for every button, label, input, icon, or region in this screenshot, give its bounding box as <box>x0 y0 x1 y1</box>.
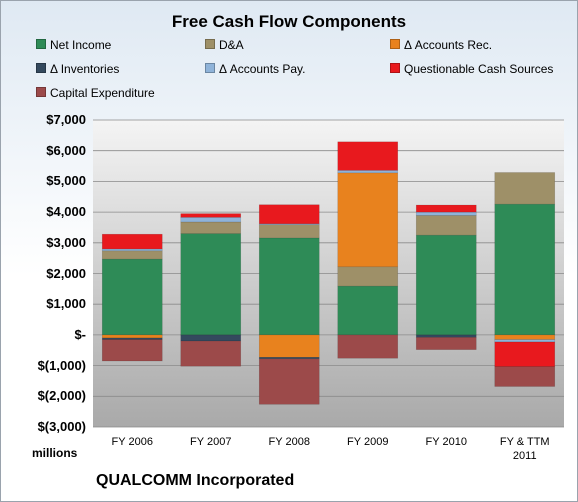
bar-segment <box>258 204 320 225</box>
x-tick-label: FY 2010 <box>425 436 467 448</box>
bar-segment <box>337 334 399 359</box>
bar-segment <box>337 266 399 287</box>
bar-segment <box>180 217 242 223</box>
bar-segment <box>258 223 320 225</box>
bar-segment <box>258 237 320 336</box>
legend-label: D&A <box>219 38 244 52</box>
x-tick-label: FY 2006 <box>111 436 153 448</box>
bar-segment <box>494 341 556 367</box>
bar-segment <box>415 215 477 236</box>
bar-segment <box>258 334 320 358</box>
bar-segment <box>337 285 399 336</box>
legend-label: Δ Inventories <box>50 62 120 76</box>
x-tick-label: FY 2009 <box>347 436 389 448</box>
y-tick-label: $6,000 <box>46 142 86 158</box>
x-tick-label: FY 2008 <box>268 436 310 448</box>
y-tick-label: $(3,000) <box>37 419 86 434</box>
legend-swatch <box>36 39 46 49</box>
y-tick-label: $7,000 <box>46 112 86 127</box>
bar-segment <box>101 334 163 339</box>
bar-segment <box>415 334 477 338</box>
legend-item: Questionable Cash Sources <box>390 62 553 76</box>
bar-segment <box>337 172 399 268</box>
y-tick-label: $2,000 <box>46 265 86 281</box>
bar-segment <box>180 213 242 218</box>
legend-swatch <box>205 63 215 73</box>
bar-segment <box>494 172 556 205</box>
legend-label: Δ Accounts Pay. <box>219 62 306 76</box>
bar-segment <box>415 234 477 336</box>
legend-swatch <box>390 39 400 49</box>
legend-swatch <box>205 39 215 49</box>
legend-swatch <box>390 63 400 73</box>
y-tick-label: $4,000 <box>46 204 86 220</box>
chart-title: Free Cash Flow Components <box>171 12 407 31</box>
legend-item: D&A <box>205 38 244 52</box>
y-tick-label: $(1,000) <box>37 357 86 373</box>
bar-segment <box>494 334 556 340</box>
legend-item: Δ Inventories <box>36 62 119 76</box>
y-tick-label: $1,000 <box>46 296 86 312</box>
y-tick-label: $3,000 <box>46 234 86 250</box>
legend-item: Δ Accounts Pay. <box>205 62 306 76</box>
bar-segment <box>101 258 163 336</box>
y-tick-label: $5,000 <box>46 173 86 189</box>
legend-label: Net Income <box>50 38 112 52</box>
bar-segment <box>415 204 477 213</box>
bar-segment <box>494 339 556 343</box>
legend-item: Capital Expenditure <box>36 86 155 100</box>
legend-label: Δ Accounts Rec. <box>404 38 493 52</box>
bar-segment <box>258 358 320 405</box>
bar-segment <box>494 366 556 387</box>
legend-item: Net Income <box>36 38 111 52</box>
bar-segment <box>180 340 242 367</box>
bar-segment <box>101 339 163 362</box>
legend-item: Δ Accounts Rec. <box>390 38 492 52</box>
bar-segment <box>415 337 477 350</box>
bar-segment <box>180 221 242 234</box>
x-tick-label: FY 2007 <box>190 436 232 448</box>
legend-label: Questionable Cash Sources <box>404 62 554 76</box>
units-label: millions <box>32 446 78 460</box>
bar-segment <box>494 203 556 336</box>
legend-swatch <box>36 63 46 73</box>
bar-segment <box>180 334 242 342</box>
legend-swatch <box>36 87 46 97</box>
bar-segment <box>101 250 163 260</box>
bar-segment <box>337 141 399 171</box>
bar-segment <box>101 233 163 250</box>
bar-segment <box>337 170 399 174</box>
company-label: QUALCOMM Incorporated <box>96 472 295 489</box>
x-tick-label: FY & TTM 2011 <box>499 436 550 462</box>
y-tick-label: $(2,000) <box>37 388 86 404</box>
bar-segment <box>415 211 477 216</box>
legend-label: Capital Expenditure <box>50 86 155 100</box>
bar-segment <box>180 233 242 336</box>
bar-segment <box>258 224 320 239</box>
y-tick-label: $- <box>74 326 86 342</box>
